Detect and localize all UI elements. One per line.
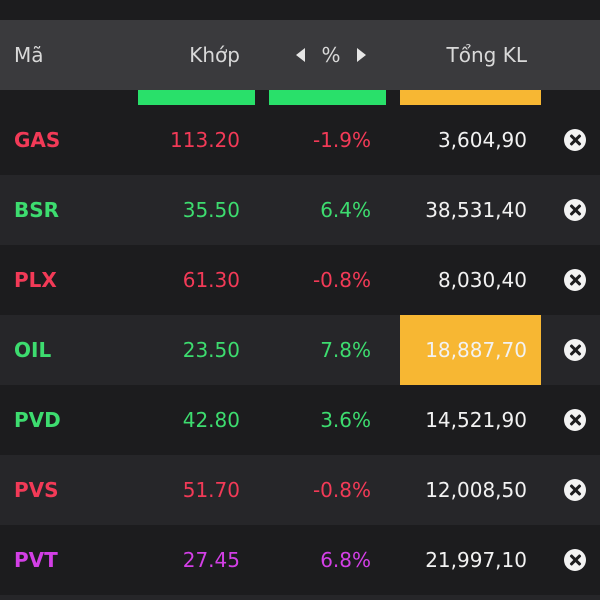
percent-change: 7.8%: [320, 338, 371, 362]
stock-list: GAS 113.20 -1.9% 3,604,90 BSR 35.50 6.4% 38,531…: [0, 105, 600, 595]
stock-symbol[interactable]: PVS: [14, 478, 59, 502]
stock-symbol[interactable]: GAS: [14, 128, 61, 152]
header-percent: %: [290, 20, 372, 90]
header-symbol[interactable]: Mã: [14, 43, 44, 67]
top-strip: [0, 0, 600, 20]
match-price: 42.80: [182, 408, 240, 432]
table-row[interactable]: BSR 35.50 6.4% 38,531,40: [0, 175, 600, 245]
percent-change: -1.9%: [312, 128, 371, 152]
table-row[interactable]: PVS 51.70 -0.8% 12,008,50: [0, 455, 600, 525]
close-circle-icon[interactable]: [564, 199, 586, 221]
total-volume: 8,030,40: [437, 268, 527, 292]
table-row[interactable]: OIL 23.50 7.8% 18,887,70: [0, 315, 600, 385]
volume-highlight: [400, 315, 541, 385]
match-price: 27.45: [182, 548, 240, 572]
match-price: 23.50: [182, 338, 240, 362]
column-indicator-strip: [0, 90, 600, 105]
volume-indicator-bar: [400, 90, 541, 105]
total-volume: 3,604,90: [437, 128, 527, 152]
percent-change: -0.8%: [312, 478, 371, 502]
stock-symbol[interactable]: OIL: [14, 338, 52, 362]
table-row[interactable]: PVT 27.45 6.8% 21,997,10: [0, 525, 600, 595]
total-volume: 38,531,40: [425, 198, 527, 222]
close-circle-icon[interactable]: [564, 479, 586, 501]
percent-indicator-bar: [269, 90, 386, 105]
header-total-volume[interactable]: Tổng KL: [446, 43, 527, 67]
table-header: Mã Khớp % Tổng KL: [0, 20, 600, 90]
table-row[interactable]: PLX 61.30 -0.8% 8,030,40: [0, 245, 600, 315]
total-volume: 12,008,50: [425, 478, 527, 502]
match-price: 61.30: [182, 268, 240, 292]
total-volume: 21,997,10: [425, 548, 527, 572]
percent-change: -0.8%: [312, 268, 371, 292]
header-percent-label[interactable]: %: [321, 43, 341, 67]
percent-change: 6.4%: [320, 198, 371, 222]
total-volume: 14,521,90: [425, 408, 527, 432]
match-price: 113.20: [170, 128, 240, 152]
stock-symbol[interactable]: BSR: [14, 198, 60, 222]
close-circle-icon[interactable]: [564, 269, 586, 291]
close-circle-icon[interactable]: [564, 549, 586, 571]
total-volume: 18,887,70: [425, 338, 527, 362]
match-price: 35.50: [182, 198, 240, 222]
match-indicator-bar: [138, 90, 255, 105]
match-price: 51.70: [182, 478, 240, 502]
header-match-price[interactable]: Khớp: [189, 43, 240, 67]
table-row[interactable]: PVD 42.80 3.6% 14,521,90: [0, 385, 600, 455]
percent-change: 6.8%: [320, 548, 371, 572]
stock-symbol[interactable]: PVT: [14, 548, 58, 572]
close-circle-icon[interactable]: [564, 129, 586, 151]
stock-symbol[interactable]: PVD: [14, 408, 61, 432]
table-row[interactable]: GAS 113.20 -1.9% 3,604,90: [0, 105, 600, 175]
close-circle-icon[interactable]: [564, 409, 586, 431]
stock-symbol[interactable]: PLX: [14, 268, 57, 292]
caret-left-icon[interactable]: [296, 47, 306, 62]
close-circle-icon[interactable]: [564, 339, 586, 361]
caret-right-icon[interactable]: [356, 47, 366, 62]
percent-change: 3.6%: [320, 408, 371, 432]
